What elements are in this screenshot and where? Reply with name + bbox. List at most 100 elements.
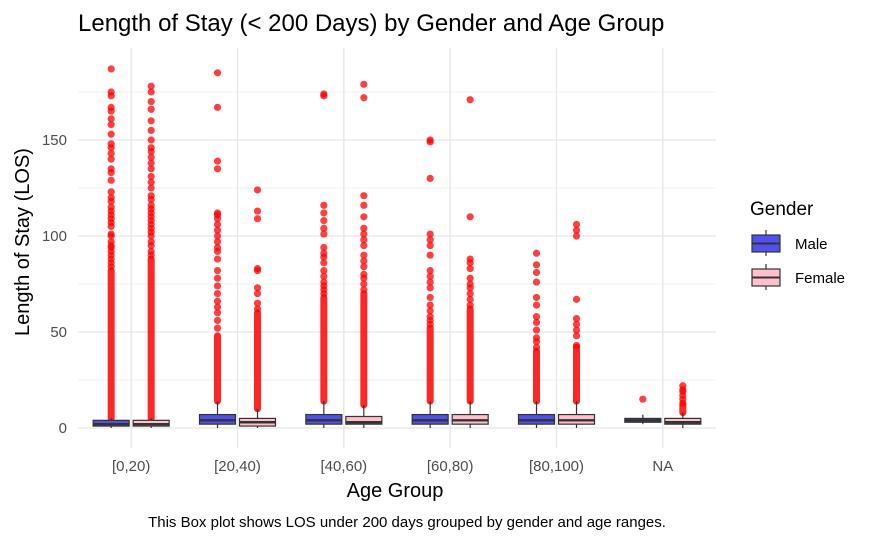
outlier-point <box>572 314 581 323</box>
box-group-male <box>198 69 237 428</box>
outlier-point <box>107 230 115 238</box>
outlier-point <box>107 88 115 96</box>
outlier-point <box>213 303 222 311</box>
outlier-point <box>253 305 262 313</box>
outlier-point <box>532 334 541 342</box>
outlier-point <box>360 251 368 259</box>
x-tick-label: [0,20) <box>112 458 150 475</box>
outlier-point <box>253 265 262 273</box>
outlier-point <box>572 332 581 340</box>
outlier-point <box>572 220 581 229</box>
y-tick-label: 0 <box>59 420 67 437</box>
outlier-point <box>532 343 541 351</box>
outlier-point <box>532 249 541 257</box>
outlier-point <box>360 213 368 221</box>
outlier-point <box>426 236 434 244</box>
box-group-female <box>451 96 489 428</box>
outlier-point <box>426 251 434 259</box>
outlier-point <box>320 209 328 217</box>
outlier-point <box>360 236 368 244</box>
legend-item-female: Female <box>751 264 845 290</box>
outlier-point <box>213 274 222 282</box>
legend-label: Male <box>795 236 828 253</box>
outlier-point <box>107 149 115 158</box>
outlier-point <box>213 316 222 325</box>
outlier-point <box>107 65 115 73</box>
outlier-point <box>107 176 115 184</box>
outlier-point <box>572 320 581 328</box>
outlier-point <box>213 309 222 317</box>
outlier-point <box>147 159 155 167</box>
outlier-point <box>320 230 328 238</box>
outlier-point <box>213 297 222 305</box>
outlier-point <box>532 268 541 277</box>
outlier-point <box>360 94 368 102</box>
box-group-male <box>305 90 343 428</box>
chart-caption: This Box plot shows LOS under 200 days g… <box>148 514 666 531</box>
outlier-point <box>466 290 474 298</box>
outlier-point <box>107 103 115 111</box>
y-axis-ticks: 0 50 100 150 <box>42 132 67 437</box>
box-group-male <box>517 249 556 428</box>
outlier-point <box>107 121 115 129</box>
outlier-point <box>213 232 222 240</box>
y-tick-label: 150 <box>42 132 67 149</box>
outlier-point <box>360 192 368 200</box>
outlier-point <box>360 224 368 232</box>
outlier-point <box>320 243 328 252</box>
outlier-point <box>213 226 222 234</box>
outlier-point <box>213 103 222 111</box>
outlier-point <box>320 249 328 257</box>
outlier-point <box>360 257 368 265</box>
outlier-point <box>679 382 687 390</box>
outlier-point <box>147 247 155 255</box>
outlier-point <box>253 290 262 298</box>
outlier-point <box>426 278 434 286</box>
outlier-point <box>107 140 115 148</box>
outlier-point <box>147 82 155 90</box>
outlier-point <box>107 194 115 202</box>
outlier-point <box>360 80 368 88</box>
x-tick-label: [60,80) <box>427 458 474 475</box>
x-tick-label: [20,40) <box>214 458 261 475</box>
outlier-point <box>426 174 434 182</box>
outlier-point <box>320 90 328 98</box>
outlier-point <box>147 178 155 186</box>
box-group-female <box>557 220 596 428</box>
outlier-point <box>107 165 115 173</box>
outlier-point <box>320 266 328 275</box>
legend-title: Gender <box>750 199 814 220</box>
outlier-point <box>253 215 262 223</box>
legend-item-male: Male <box>751 230 828 256</box>
outlier-point <box>426 313 434 321</box>
x-axis-title: Age Group <box>347 480 444 502</box>
x-tick-label: NA <box>652 458 673 475</box>
outlier-point <box>639 395 647 403</box>
outlier-point <box>107 130 115 138</box>
outlier-point <box>426 307 434 315</box>
outlier-point <box>253 186 262 194</box>
outlier-point <box>572 295 581 303</box>
box-group-female <box>132 82 170 428</box>
outlier-point <box>426 293 434 302</box>
outlier-point <box>426 301 434 309</box>
outlier-point <box>147 105 155 113</box>
outlier-point <box>320 259 328 267</box>
outlier-point <box>107 238 115 246</box>
outlier-point <box>147 88 155 96</box>
outlier-point <box>213 69 222 77</box>
outlier-point <box>360 270 368 278</box>
outlier-point <box>532 293 541 302</box>
outlier-point <box>213 209 222 217</box>
outlier-point <box>466 295 474 303</box>
outlier-point <box>253 299 262 307</box>
outlier-point <box>147 117 155 125</box>
x-tick-label: [80,100) <box>529 458 584 475</box>
outlier-point <box>466 255 474 263</box>
outlier-point <box>572 226 581 234</box>
outlier-point <box>213 290 222 298</box>
outlier-point <box>320 201 328 209</box>
outlier-point <box>532 278 541 286</box>
outlier-point <box>532 318 541 326</box>
outlier-point <box>572 341 581 350</box>
